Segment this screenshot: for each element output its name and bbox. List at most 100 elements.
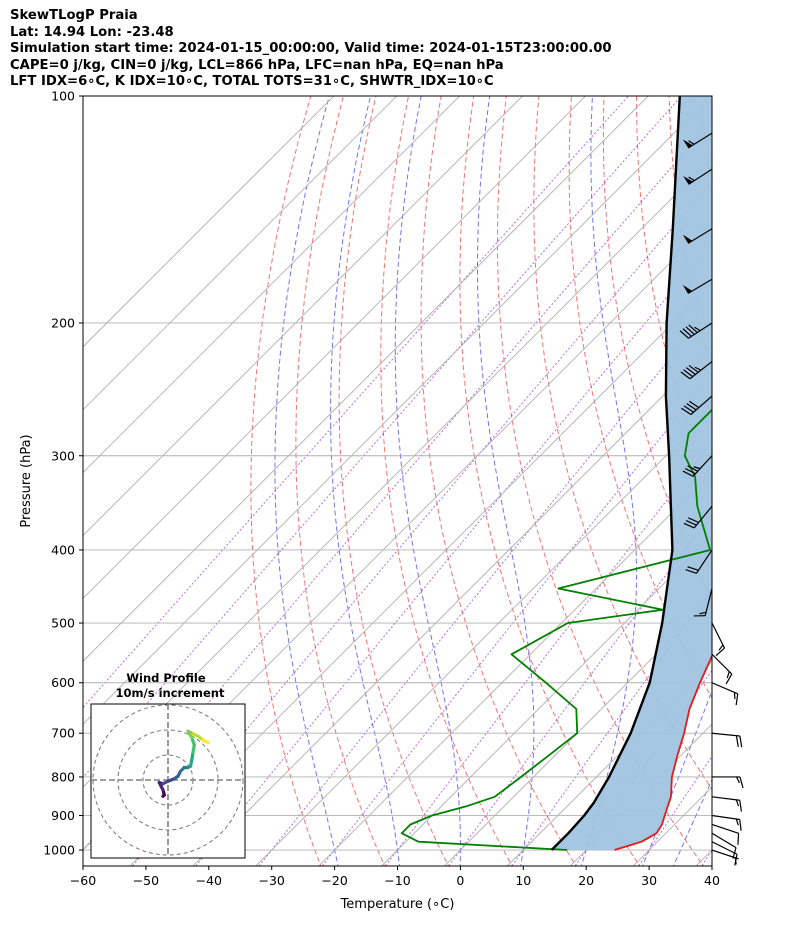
y-tick-label: 200	[51, 315, 75, 330]
parcel-line	[550, 96, 681, 851]
wind-barb-feather	[683, 522, 695, 529]
wind-barb-feather	[682, 470, 694, 477]
wind-barb-feather	[694, 366, 702, 371]
wind-barb-feather	[693, 466, 701, 470]
wind-barb-flag	[682, 284, 693, 294]
isotherm-line	[83, 96, 524, 537]
wind-barb-feather	[688, 517, 699, 524]
y-tick-label: 1000	[43, 843, 75, 858]
mixing-ratio-line	[701, 849, 712, 866]
wind-barb-shaft	[711, 823, 739, 834]
wind-barb-feather	[688, 140, 695, 145]
isotherm-line	[443, 597, 712, 866]
wind-barb-feather	[682, 328, 692, 337]
wind-barb-feather	[699, 611, 707, 615]
y-tick-label: 800	[51, 769, 75, 784]
temperature-line	[614, 653, 712, 851]
time-line: Simulation start time: 2024-01-15_00:00:…	[10, 41, 612, 57]
wind-barb-feather	[683, 405, 694, 413]
mixing-ratio-line	[258, 306, 712, 866]
wind-barb	[711, 823, 740, 845]
dry-adiabat	[380, 96, 513, 866]
location-line: Lat: 14.94 Lon: -23.48	[10, 24, 174, 40]
wind-barb-shaft	[711, 849, 739, 860]
wind-barb	[682, 278, 713, 295]
wind-barb-shaft	[704, 588, 713, 616]
x-tick-label: −10	[384, 873, 410, 888]
wind-barb-feather	[685, 520, 697, 526]
wind-barb-flag	[682, 234, 693, 244]
wind-barb	[693, 588, 713, 617]
moist-adiabat	[274, 96, 339, 866]
y-axis-label: Pressure (hPa)	[19, 434, 34, 527]
dry-adiabat	[459, 96, 641, 866]
isotherm-line	[255, 409, 712, 866]
wind-barb	[711, 814, 742, 831]
wind-barb-feather	[685, 569, 697, 574]
wind-barb-shaft	[711, 622, 726, 649]
wind-barb-feather	[688, 400, 700, 409]
wind-barb	[711, 653, 733, 685]
wind-barb-feather	[737, 833, 740, 845]
y-tick-label: 300	[51, 448, 75, 463]
y-tick-label: 600	[51, 675, 75, 690]
wind-barb-feather	[725, 673, 733, 685]
x-axis-label: Temperature (∘C)	[340, 897, 455, 912]
wind-barb-shaft	[687, 228, 713, 244]
wind-barb-feather	[735, 818, 739, 826]
wind-barb-shaft	[711, 653, 733, 675]
wind-barb-feather	[683, 369, 694, 378]
wind-barb-shaft	[690, 395, 713, 415]
wind-barb	[683, 168, 713, 185]
wind-barb-flag	[683, 175, 693, 185]
wind-barb	[679, 322, 713, 339]
wind-barb-shaft	[693, 505, 713, 529]
moist-adiabats	[274, 96, 712, 866]
wind-barb-feather	[688, 176, 695, 182]
wind-barb-shaft	[711, 814, 740, 821]
wind-barb-shaft	[711, 832, 737, 849]
dry-adiabat	[602, 96, 712, 602]
wind-barb-shaft	[688, 322, 713, 339]
dewpoint-line	[400, 408, 712, 851]
wind-barbs	[679, 132, 744, 866]
mixing-ratio-line	[83, 96, 682, 779]
wind-barb-feather	[681, 407, 692, 415]
wind-barb	[711, 841, 738, 866]
isotherm-line	[380, 534, 712, 866]
x-tick-label: −50	[133, 873, 159, 888]
wind-barb	[680, 361, 713, 380]
wind-barb-feather	[715, 647, 725, 657]
shading-area	[551, 96, 712, 850]
wind-barb-feather	[735, 693, 739, 706]
hodograph-subtitle: 10m/s increment	[116, 686, 225, 700]
wind-barb-feather	[735, 735, 739, 748]
wind-barb	[682, 132, 713, 149]
wind-barb-shaft	[692, 455, 713, 477]
index-params-line: LFT IDX=6∘C, K IDX=10∘C, TOTAL TOTS=31∘C…	[10, 74, 494, 90]
x-axis: −60 −50 −40 −30 −20 −10 0 10 20 30 40	[70, 866, 720, 888]
wind-barb-feather	[718, 644, 724, 651]
wind-barb	[712, 776, 744, 789]
dry-adiabat	[733, 79, 794, 869]
isotherm-line	[569, 723, 712, 866]
x-tick-label: −20	[321, 873, 347, 888]
x-tick-label: 10	[515, 873, 531, 888]
isotherm-line	[192, 346, 712, 866]
wind-barb-feather	[739, 800, 742, 812]
hodograph	[91, 704, 245, 858]
chart-header: SkewTLogP Praia Lat: 14.94 Lon: -23.48 S…	[10, 8, 612, 91]
wind-barb-shaft	[711, 682, 738, 695]
wind-barb-shaft	[711, 841, 738, 855]
wind-barb-feather	[726, 671, 730, 679]
isotherm-line	[129, 283, 712, 866]
wind-profile-inset: Wind Profile 10m/s increment	[90, 671, 246, 859]
wind-barb-feather	[686, 403, 697, 411]
dry-adiabat	[338, 96, 449, 866]
moist-adiabat	[477, 96, 535, 866]
wind-barb-shaft	[687, 132, 713, 149]
x-tick-label: −30	[259, 873, 285, 888]
profile-lines	[400, 96, 712, 851]
y-tick-label: 900	[51, 808, 75, 823]
wind-barb-feather	[735, 799, 740, 807]
